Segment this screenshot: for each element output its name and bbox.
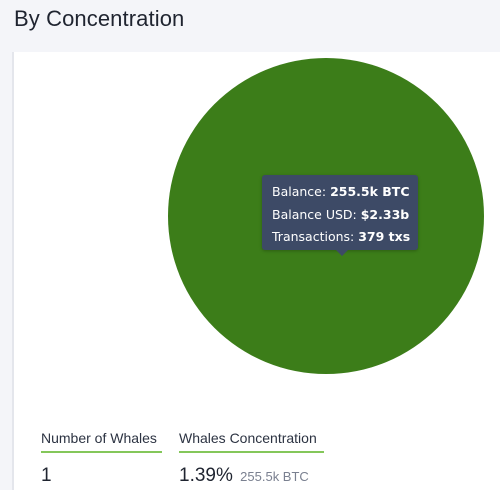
tooltip-transactions-row: Transactions: 379 txs (272, 228, 418, 251)
tooltip-balance-label: Balance: (272, 184, 327, 199)
section-title: By Concentration (14, 6, 185, 31)
stat-concentration-btc: 255.5k BTC (240, 469, 309, 484)
stat-whales-concentration: Whales Concentration 1.39% 255.5k BTC (179, 430, 324, 487)
tooltip-arrow (336, 250, 348, 256)
tooltip-balance-value: 255.5k BTC (330, 184, 410, 199)
concentration-card: 1.39% Balance: 255.5k BTC Balance USD: $… (12, 52, 500, 490)
tooltip-transactions-label: Transactions: (272, 229, 355, 244)
stat-concentration-value-row: 1.39% 255.5k BTC (179, 465, 324, 487)
tooltip-usd-row: Balance USD: $2.33b (272, 206, 418, 229)
stat-whales-value: 1 (41, 465, 52, 486)
stat-number-of-whales: Number of Whales 1 (41, 430, 162, 487)
stat-whales-label: Number of Whales (41, 430, 162, 453)
stat-concentration-label: Whales Concentration (179, 430, 324, 453)
stat-concentration-value: 1.39% (179, 465, 233, 486)
tooltip-transactions-value: 379 txs (358, 229, 411, 244)
tooltip-usd-value: $2.33b (360, 206, 410, 222)
chart-tooltip: Balance: 255.5k BTC Balance USD: $2.33b … (262, 175, 418, 256)
tooltip-balance-row: Balance: 255.5k BTC (272, 183, 418, 206)
tooltip-usd-label: Balance USD: (272, 206, 357, 222)
